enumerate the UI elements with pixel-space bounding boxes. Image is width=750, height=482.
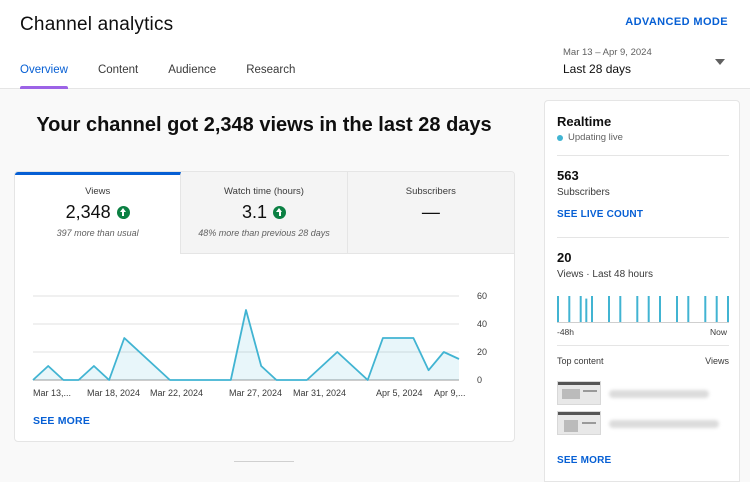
top-content-metric: Views bbox=[705, 356, 729, 366]
video-title-blurred[interactable] bbox=[609, 420, 719, 428]
views-headline: Your channel got 2,348 views in the last… bbox=[36, 114, 492, 136]
y-tick-label: 0 bbox=[477, 375, 482, 385]
subscriber-count: 563 bbox=[557, 168, 579, 183]
y-tick-label: 60 bbox=[477, 291, 487, 301]
metric-label: Subscribers bbox=[405, 186, 456, 197]
x-tick-label: Mar 13,... bbox=[33, 388, 71, 398]
metric-tab-subscribers[interactable]: Subscribers — bbox=[347, 172, 514, 254]
scroll-divider bbox=[234, 461, 294, 462]
date-range-label: Last 28 days bbox=[563, 62, 632, 76]
video-thumbnail[interactable] bbox=[557, 411, 601, 435]
realtime-bar bbox=[647, 296, 650, 322]
divider bbox=[557, 237, 729, 238]
views-line bbox=[32, 309, 460, 381]
chevron-down-icon[interactable] bbox=[715, 59, 725, 65]
realtime-bar bbox=[568, 296, 571, 322]
top-content-label: Top content bbox=[557, 356, 604, 366]
realtime-bar bbox=[636, 296, 639, 322]
x-tick-label: Apr 9,... bbox=[434, 388, 466, 398]
tab-bar: Overview Content Audience Research bbox=[20, 64, 325, 89]
metric-value: 2,348 bbox=[65, 202, 111, 222]
realtime-bar bbox=[704, 296, 707, 322]
metric-label: Views bbox=[85, 186, 111, 197]
realtime-bar bbox=[608, 296, 610, 322]
metric-tabs: Views 2,348 397 more than usual Watch ti… bbox=[15, 172, 514, 254]
metric-value-row: — bbox=[348, 202, 514, 223]
metric-note: 397 more than usual bbox=[56, 228, 139, 238]
axis-start-label: -48h bbox=[557, 327, 575, 337]
advanced-mode-link[interactable]: ADVANCED MODE bbox=[625, 16, 728, 28]
metric-note: 48% more than previous 28 days bbox=[198, 228, 330, 238]
live-dot-icon bbox=[557, 134, 563, 141]
axis-end-label: Now bbox=[709, 327, 727, 337]
tab-research[interactable]: Research bbox=[246, 64, 296, 76]
date-range-selector[interactable]: Mar 13 – Apr 9, 2024 Last 28 days bbox=[563, 47, 733, 76]
realtime-status-text: Updating live bbox=[568, 132, 623, 143]
see-more-button[interactable]: SEE MORE bbox=[33, 415, 91, 427]
date-range-dates: Mar 13 – Apr 9, 2024 bbox=[563, 47, 652, 58]
see-more-button[interactable]: SEE MORE bbox=[557, 455, 612, 466]
metric-value-row: 3.1 bbox=[181, 202, 346, 223]
realtime-bar bbox=[727, 296, 729, 322]
metric-label: Watch time (hours) bbox=[224, 186, 304, 197]
realtime-bar bbox=[687, 296, 690, 322]
tab-content[interactable]: Content bbox=[97, 64, 139, 76]
metric-value-row: 2,348 bbox=[15, 202, 180, 223]
top-bar: Channel analytics ADVANCED MODE Overview… bbox=[0, 0, 750, 89]
overview-card: Views 2,348 397 more than usual Watch ti… bbox=[14, 171, 515, 442]
tab-audience[interactable]: Audience bbox=[168, 64, 217, 76]
realtime-bar bbox=[591, 296, 593, 322]
views-48h-label: Views · Last 48 hours bbox=[557, 269, 653, 280]
x-tick-label: Mar 18, 2024 bbox=[87, 388, 140, 398]
x-tick-label: Mar 22, 2024 bbox=[150, 388, 203, 398]
divider bbox=[557, 345, 729, 346]
metric-tab-views[interactable]: Views 2,348 397 more than usual bbox=[15, 172, 182, 254]
video-title-blurred[interactable] bbox=[609, 390, 709, 398]
views-area bbox=[33, 310, 459, 380]
realtime-bar bbox=[585, 298, 588, 322]
metric-tab-watch-time[interactable]: Watch time (hours) 3.1 48% more than pre… bbox=[181, 172, 348, 254]
realtime-status: Updating live bbox=[557, 132, 623, 143]
video-thumbnail[interactable] bbox=[557, 381, 601, 405]
see-live-count-button[interactable]: SEE LIVE COUNT bbox=[557, 209, 644, 220]
realtime-title: Realtime bbox=[557, 114, 612, 129]
views-count: 20 bbox=[557, 250, 572, 265]
realtime-bar-chart bbox=[557, 296, 729, 323]
views-chart: 60 40 20 0 Mar 13,... Mar 18, 2024 Mar 22, 202… bbox=[32, 291, 487, 398]
realtime-bar bbox=[715, 296, 718, 322]
arrow-up-icon bbox=[116, 206, 130, 219]
realtime-card: Realtime Updating live 563 Subscribers S… bbox=[544, 100, 740, 482]
x-tick-label: Mar 27, 2024 bbox=[229, 388, 282, 398]
tab-overview[interactable]: Overview bbox=[20, 64, 68, 89]
metric-value: — bbox=[421, 202, 440, 222]
y-tick-label: 20 bbox=[477, 347, 487, 357]
x-tick-label: Apr 5, 2024 bbox=[376, 388, 423, 398]
divider bbox=[557, 155, 729, 156]
arrow-up-icon bbox=[273, 206, 286, 219]
top-content-header: Top content Views bbox=[557, 356, 729, 366]
page-title: Channel analytics bbox=[20, 14, 174, 35]
y-tick-label: 40 bbox=[477, 319, 487, 329]
metric-value: 3.1 bbox=[241, 202, 267, 222]
subscriber-label: Subscribers bbox=[557, 187, 610, 198]
realtime-bar bbox=[676, 296, 678, 322]
realtime-bar bbox=[659, 296, 661, 322]
realtime-bar bbox=[619, 296, 622, 322]
realtime-bar bbox=[557, 296, 559, 322]
x-tick-label: Mar 31, 2024 bbox=[293, 388, 346, 398]
realtime-bar bbox=[579, 296, 582, 322]
